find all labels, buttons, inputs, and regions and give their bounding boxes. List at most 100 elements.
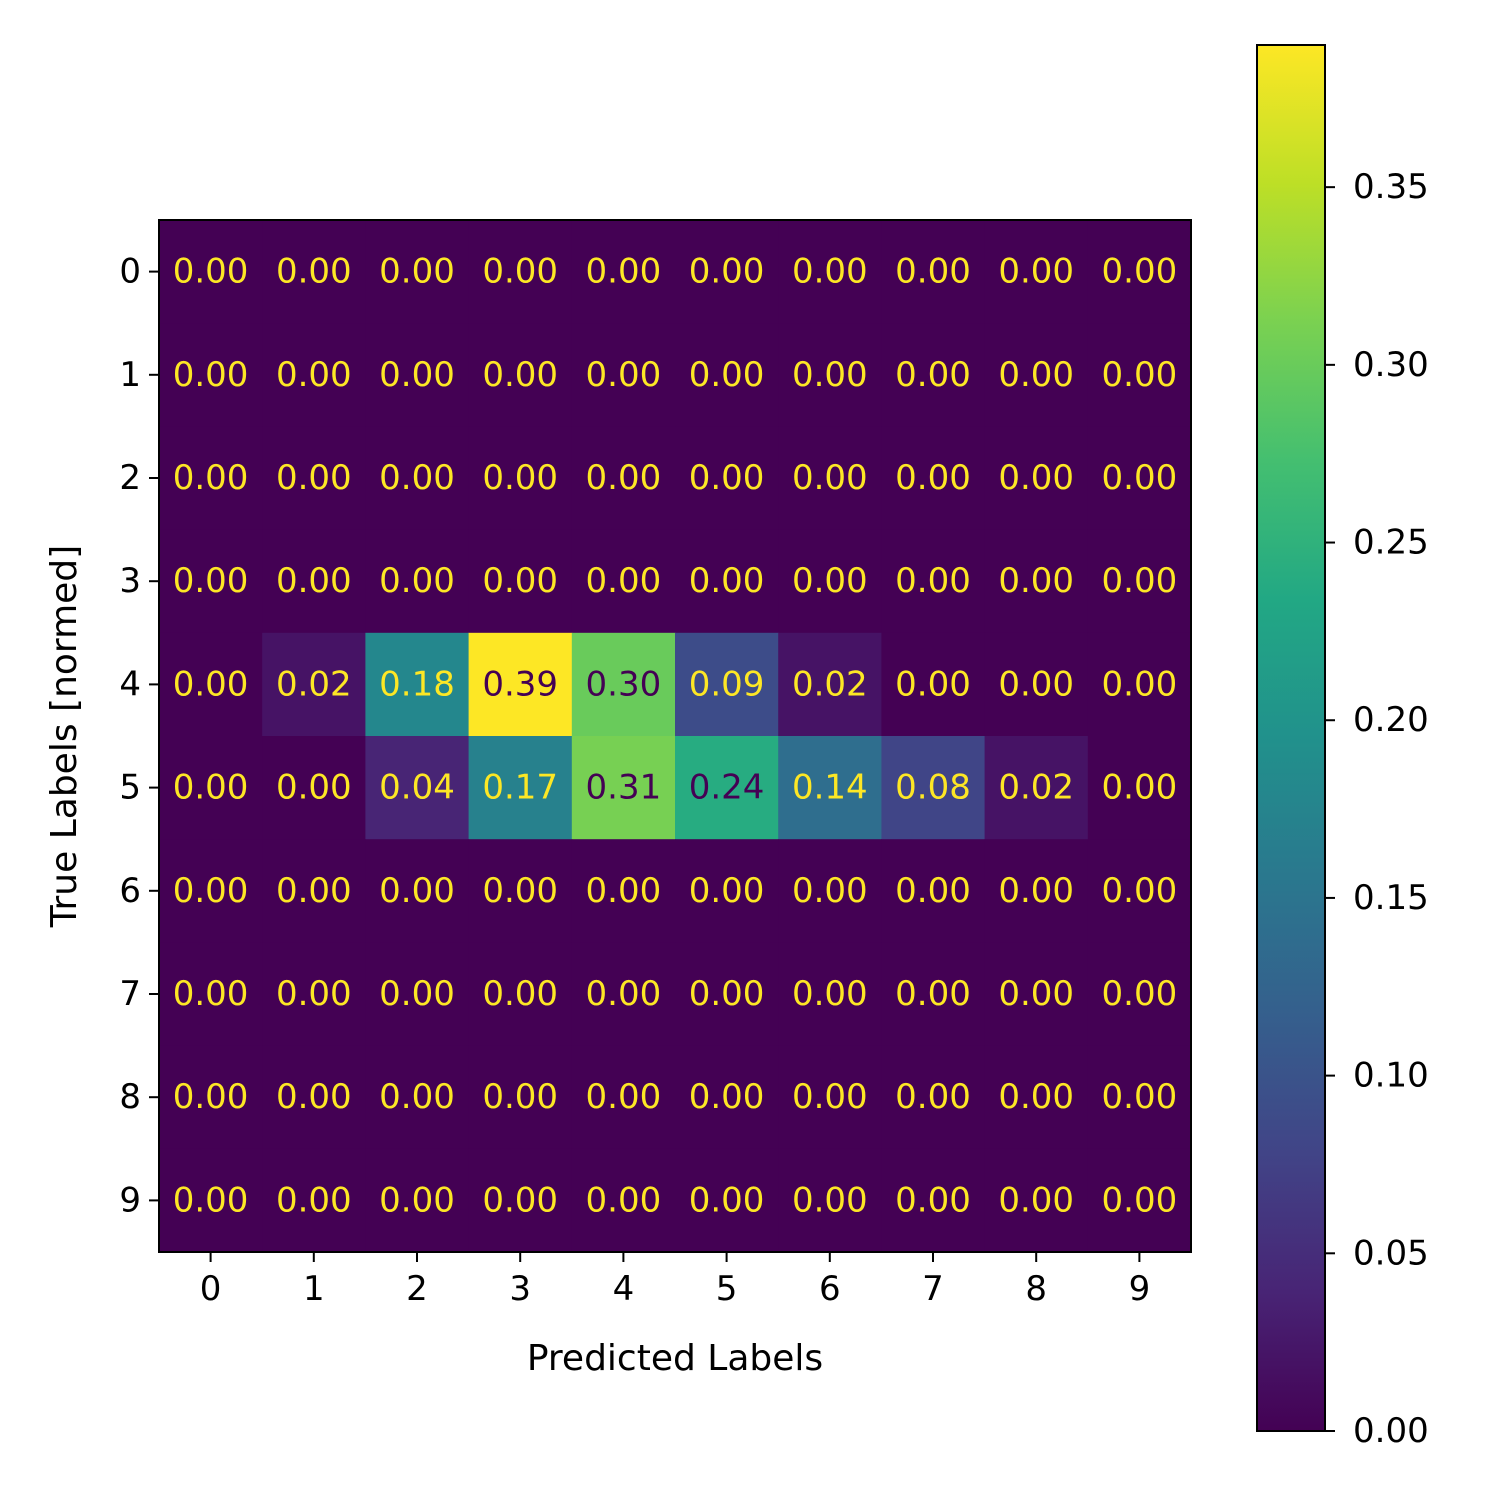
cell-value-r9-c3: 0.00 xyxy=(482,1180,558,1220)
cell-value-r4-c6: 0.02 xyxy=(792,664,868,704)
cell-value-r5-c3: 0.17 xyxy=(482,768,558,808)
heatmap-cell-r0-c2 xyxy=(365,220,470,324)
cell-value-r1-c0: 0.00 xyxy=(173,355,249,395)
cell-value-r0-c4: 0.00 xyxy=(586,252,662,292)
heatmap-cell-r7-c4 xyxy=(571,942,676,1047)
x-tick-label-4: 4 xyxy=(613,1269,635,1309)
colorbar-ticks: 0.00 0.05 0.10 0.15 0.20 0.25 0.30 0.35 xyxy=(1325,167,1429,1451)
cell-value-r1-c7: 0.00 xyxy=(895,355,971,395)
cell-value-r1-c3: 0.00 xyxy=(482,355,558,395)
cell-value-r0-c6: 0.00 xyxy=(792,252,868,292)
cell-value-r9-c0: 0.00 xyxy=(173,1180,249,1220)
heatmap-cell-r1-c2 xyxy=(365,323,470,427)
heatmap-cell-r4-c7 xyxy=(881,632,986,737)
cell-value-r9-c4: 0.00 xyxy=(586,1180,662,1220)
cell-value-r8-c6: 0.00 xyxy=(792,1077,868,1117)
cell-value-r3-c2: 0.00 xyxy=(379,561,455,601)
heatmap-cell-r7-c8 xyxy=(984,942,1089,1047)
heatmap-cell-r1-c1 xyxy=(262,323,366,427)
heatmap-cell-r8-c1 xyxy=(262,1045,366,1150)
cell-value-r2-c3: 0.00 xyxy=(482,458,558,498)
heatmap-cell-r7-c3 xyxy=(468,942,573,1047)
cell-value-r9-c8: 0.00 xyxy=(998,1180,1074,1220)
heatmap-cell-r7-c9 xyxy=(1087,942,1192,1047)
colorbar-tick-label-4: 0.20 xyxy=(1353,700,1429,740)
x-tick-label-7: 7 xyxy=(922,1269,944,1309)
heatmap-cell-r6-c0 xyxy=(159,839,263,943)
cell-value-r4-c8: 0.00 xyxy=(998,664,1074,704)
cell-value-r1-c9: 0.00 xyxy=(1102,355,1178,395)
cell-value-r8-c5: 0.00 xyxy=(689,1077,765,1117)
x-tick-label-5: 5 xyxy=(716,1269,738,1309)
heatmap-cell-r8-c2 xyxy=(365,1045,470,1150)
heatmap-cell-r3-c5 xyxy=(675,529,779,634)
cell-value-r7-c6: 0.00 xyxy=(792,974,868,1014)
heatmap-cell-r1-c5 xyxy=(675,323,779,427)
cell-value-r1-c6: 0.00 xyxy=(792,355,868,395)
cell-value-r5-c9: 0.00 xyxy=(1102,768,1178,808)
cell-value-r3-c7: 0.00 xyxy=(895,561,971,601)
heatmap-cell-r5-c5 xyxy=(675,736,779,840)
cell-value-r6-c5: 0.00 xyxy=(689,871,765,911)
cell-value-r2-c2: 0.00 xyxy=(379,458,455,498)
plot-frame xyxy=(158,219,1192,1253)
cell-value-r3-c3: 0.00 xyxy=(482,561,558,601)
colorbar-tick-label-0: 0.00 xyxy=(1353,1411,1429,1451)
cell-value-r5-c8: 0.02 xyxy=(998,768,1074,808)
heatmap-cell-r7-c7 xyxy=(881,942,986,1047)
heatmap-cell-r3-c2 xyxy=(365,529,470,634)
heatmap-cell-r9-c8 xyxy=(984,1148,1089,1253)
cell-value-r5-c7: 0.08 xyxy=(895,768,971,808)
cell-value-r4-c2: 0.18 xyxy=(379,664,455,704)
y-tick-label-6: 6 xyxy=(119,871,141,911)
heatmap-cell-r6-c1 xyxy=(262,839,366,943)
x-tick-label-1: 1 xyxy=(303,1269,325,1309)
y-tick-label-3: 3 xyxy=(119,561,141,601)
heatmap-cell-r2-c4 xyxy=(571,426,676,531)
heatmap-cell-r3-c6 xyxy=(778,529,882,634)
cell-value-r4-c4: 0.30 xyxy=(586,664,662,704)
colorbar-tick-label-2: 0.10 xyxy=(1353,1056,1429,1096)
y-tick-label-8: 8 xyxy=(119,1077,141,1117)
x-tick-label-8: 8 xyxy=(1025,1269,1047,1309)
x-tick-label-6: 6 xyxy=(819,1269,841,1309)
y-axis-label: True Labels [normed] xyxy=(44,545,85,928)
heatmap-cell-r0-c5 xyxy=(675,220,779,324)
heatmap-cell-r9-c6 xyxy=(778,1148,882,1253)
heatmap-cell-r4-c3 xyxy=(468,632,573,737)
heatmap-cell-r7-c1 xyxy=(262,942,366,1047)
heatmap-cell-r8-c0 xyxy=(159,1045,263,1150)
cell-value-r5-c2: 0.04 xyxy=(379,768,455,808)
heatmap-cell-r3-c3 xyxy=(468,529,573,634)
cell-value-r7-c1: 0.00 xyxy=(276,974,352,1014)
heatmap-cell-r8-c7 xyxy=(881,1045,986,1150)
heatmap-cell-r1-c9 xyxy=(1087,323,1192,427)
cell-value-r2-c4: 0.00 xyxy=(586,458,662,498)
heatmap-cell-r2-c0 xyxy=(159,426,263,531)
heatmap-cell-r1-c8 xyxy=(984,323,1089,427)
cell-value-r5-c0: 0.00 xyxy=(173,768,249,808)
cell-value-r0-c5: 0.00 xyxy=(689,252,765,292)
x-tick-label-2: 2 xyxy=(406,1269,428,1309)
heatmap-cell-r9-c9 xyxy=(1087,1148,1192,1253)
heatmap-cell-r0-c7 xyxy=(881,220,986,324)
cell-value-r1-c4: 0.00 xyxy=(586,355,662,395)
heatmap-cell-r8-c8 xyxy=(984,1045,1089,1150)
heatmap-cell-r9-c2 xyxy=(365,1148,470,1253)
cell-value-r5-c1: 0.00 xyxy=(276,768,352,808)
cell-value-r6-c9: 0.00 xyxy=(1102,871,1178,911)
heatmap-cell-r0-c4 xyxy=(571,220,676,324)
heatmap-cell-r5-c6 xyxy=(778,736,882,840)
colorbar-tick-label-5: 0.25 xyxy=(1353,523,1429,563)
cell-value-r1-c5: 0.00 xyxy=(689,355,765,395)
heatmap-cell-r2-c1 xyxy=(262,426,366,531)
cell-value-r6-c2: 0.00 xyxy=(379,871,455,911)
heatmap-cell-r3-c1 xyxy=(262,529,366,634)
heatmap-cell-r2-c3 xyxy=(468,426,573,531)
cell-value-r3-c0: 0.00 xyxy=(173,561,249,601)
cell-value-r7-c2: 0.00 xyxy=(379,974,455,1014)
heatmap-cell-r4-c5 xyxy=(675,632,779,737)
heatmap-cell-r4-c0 xyxy=(159,632,263,737)
colorbar-tick-label-1: 0.05 xyxy=(1353,1233,1429,1273)
